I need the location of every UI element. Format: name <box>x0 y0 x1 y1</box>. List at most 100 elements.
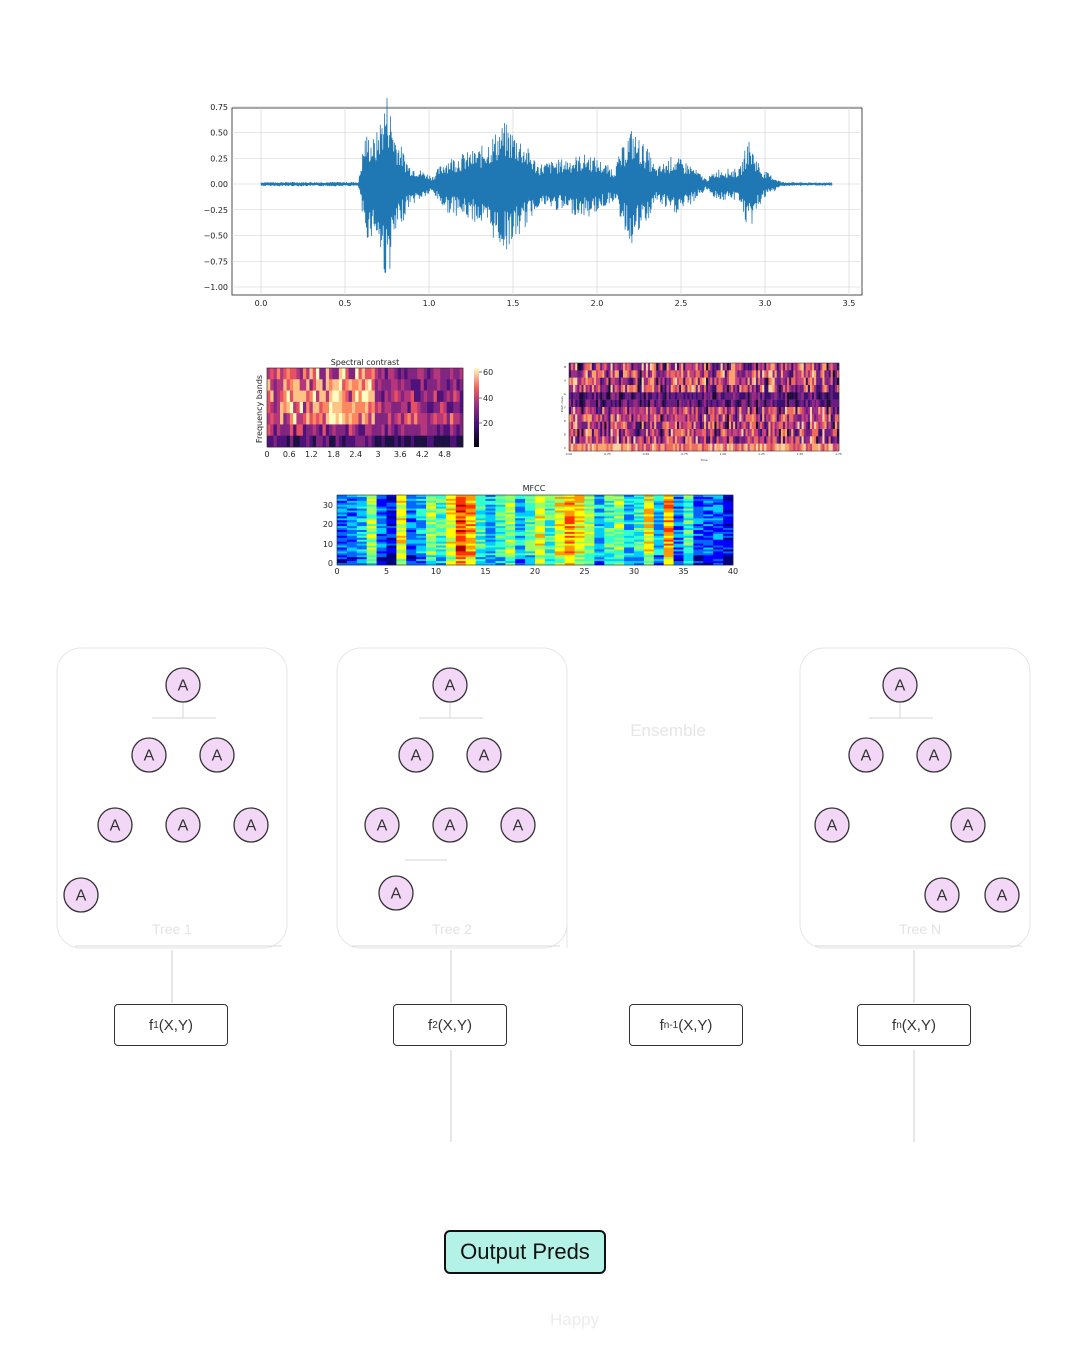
chroma-cell <box>743 443 746 452</box>
mfcc-cell <box>416 498 427 502</box>
spectral-contrast-cell <box>316 390 320 403</box>
mfcc-cell <box>465 541 476 544</box>
spectral-contrast-cell <box>286 390 291 403</box>
mfcc-cell <box>376 539 387 542</box>
mfcc-cell <box>525 504 536 507</box>
chroma-cell <box>789 429 792 437</box>
chroma-cell <box>807 443 811 452</box>
chroma-cell <box>616 443 620 452</box>
mfcc-cell <box>366 531 377 535</box>
mfcc-cell <box>574 516 585 519</box>
mfcc-cell <box>594 530 605 533</box>
chroma-cell <box>664 407 667 415</box>
mfcc-cell <box>564 559 575 562</box>
mfcc-cell <box>703 504 714 507</box>
mfcc-cell <box>693 526 704 529</box>
chroma-cell <box>650 370 653 378</box>
chroma-cell <box>614 385 617 393</box>
mfcc-cell <box>455 522 466 525</box>
chroma-cell <box>751 392 755 400</box>
mfcc-cell <box>525 557 536 560</box>
mfcc-cell <box>475 495 486 498</box>
chroma-cell <box>591 436 595 444</box>
mfcc-cell <box>673 531 684 535</box>
chroma-cell <box>596 377 599 386</box>
chroma-cell <box>610 443 613 452</box>
mfcc-cell <box>495 520 506 523</box>
mfcc-cell <box>485 553 496 556</box>
mfcc-cell <box>673 551 684 554</box>
tree-node: A <box>233 807 269 843</box>
chroma-cell <box>718 392 721 400</box>
chroma-cell <box>766 399 769 408</box>
spectral-contrast-cell <box>309 390 314 403</box>
mfcc-cell <box>703 526 714 529</box>
spectral-contrast-cell <box>436 379 441 391</box>
spectral-contrast-cell <box>440 368 444 380</box>
chroma-cell <box>814 363 817 371</box>
chroma-cell <box>720 370 723 378</box>
chroma-cell <box>726 429 730 437</box>
chroma-cell <box>575 443 578 452</box>
fn-minus-1-box: f n-1 (X,Y) <box>629 1004 743 1046</box>
mfcc-cell <box>554 545 565 548</box>
chroma-cell <box>631 363 634 371</box>
mfcc-cell <box>723 508 734 511</box>
spectral-contrast-cell <box>384 401 389 414</box>
mfcc-cell <box>663 539 674 542</box>
mfcc-cell <box>683 510 694 513</box>
mfcc-cell <box>683 537 694 541</box>
mfcc-cell <box>653 500 664 504</box>
spectral-contrast-cell <box>299 390 304 403</box>
mfcc-cell <box>614 502 625 506</box>
spectral-contrast-cell <box>407 368 412 380</box>
mfcc-cell <box>643 522 655 525</box>
tree-node: A <box>432 807 468 843</box>
chroma-cell <box>575 370 578 378</box>
chroma-cell <box>656 377 659 386</box>
chroma-cell <box>699 392 703 400</box>
mfcc-cell <box>406 518 417 521</box>
chroma-cell <box>718 363 721 371</box>
chroma-cell <box>645 407 649 415</box>
chroma-cell <box>834 414 838 422</box>
mfcc-cell <box>475 563 486 566</box>
tree2-edge-root <box>419 702 483 719</box>
mfcc-cell <box>386 531 397 535</box>
mfcc-cell <box>643 504 655 507</box>
chroma-cell <box>797 399 800 408</box>
mfcc-cell <box>535 508 546 511</box>
mfcc-cell <box>653 547 664 550</box>
chroma-cell <box>668 436 671 444</box>
chroma-cell <box>814 421 817 430</box>
chroma-cell <box>737 385 740 393</box>
chroma-cell <box>803 443 806 452</box>
mfcc-cell <box>713 526 724 529</box>
chroma-cell <box>826 443 829 452</box>
chroma-cell <box>747 429 750 437</box>
chroma-cell <box>714 377 717 386</box>
spectral-contrast-cell <box>453 379 457 391</box>
spectral-contrast-cell <box>335 435 340 448</box>
mfcc-cell <box>574 537 585 541</box>
chroma-cell <box>645 370 649 378</box>
chroma-cell <box>755 407 759 415</box>
mfcc-cell <box>356 547 367 550</box>
chroma-cell <box>714 399 717 408</box>
chroma-cell <box>774 370 777 378</box>
mfcc-cell <box>544 561 556 564</box>
output-preds-button[interactable]: Output Preds <box>444 1230 606 1274</box>
chroma-cell <box>616 385 620 393</box>
chroma-cell <box>805 399 809 408</box>
chroma-cell <box>814 414 817 422</box>
mfcc-cell <box>406 524 417 527</box>
spectral-contrast-cell <box>351 435 356 448</box>
spectral-contrast-cell <box>358 435 363 448</box>
mfcc-cell <box>614 545 625 548</box>
mfcc-cell <box>346 531 358 535</box>
chroma-cell <box>583 407 586 415</box>
mfcc-cell <box>436 539 447 542</box>
chroma-cell <box>629 436 632 444</box>
chroma-cell <box>693 414 696 422</box>
mfcc-cell <box>624 518 635 521</box>
